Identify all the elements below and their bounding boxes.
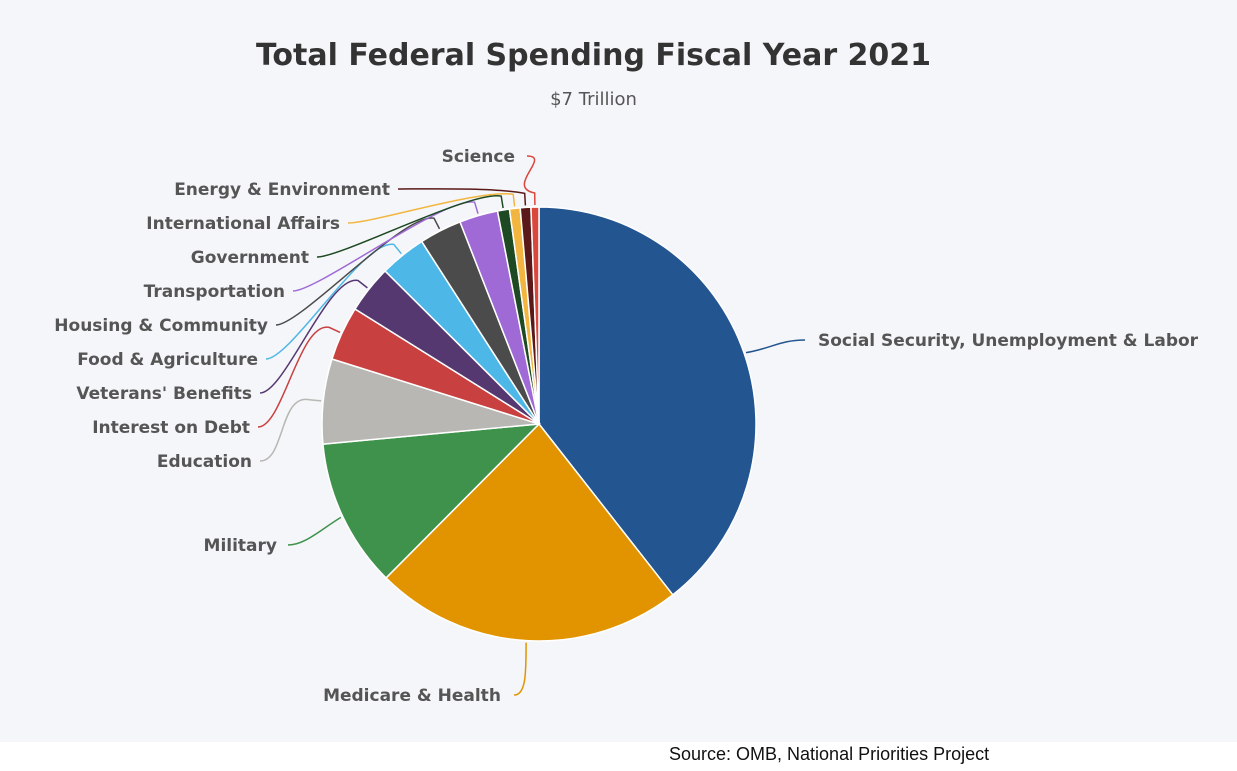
slice-label-veterans-benefits: Veterans' Benefits [76, 384, 252, 404]
source-note: Source: OMB, National Priorities Project [669, 744, 990, 764]
connector-social-security-unemployment-labor [745, 339, 806, 354]
slice-label-food-agriculture: Food & Agriculture [77, 350, 258, 370]
pie-slice-science [530, 206, 540, 425]
slice-label-social-security-unemployment-labor: Social Security, Unemployment & Labor [818, 331, 1199, 351]
pie-chart: Social Security, Unemployment & Labor Med… [54, 147, 1199, 706]
slice-label-science: Science [442, 147, 515, 167]
connector-international-affairs [347, 192, 516, 224]
slice-label-government: Government [191, 248, 309, 268]
slice-label-housing-community: Housing & Community [54, 316, 268, 336]
connector-interest-on-debt [257, 326, 341, 428]
chart-subtitle: $7 Trillion [550, 89, 637, 110]
pie-slice-medicare-health [384, 422, 674, 642]
pie-slice-military [322, 423, 541, 579]
connector-veterans-benefits [259, 279, 368, 394]
pie-slice-social-security-unemployment-labor [538, 206, 757, 596]
slice-label-military: Military [204, 536, 277, 556]
connector-education [259, 398, 322, 462]
chart-title: Total Federal Spending Fiscal Year 2021 [255, 38, 932, 73]
connector-energy-environment [397, 188, 527, 206]
connector-science [523, 155, 536, 206]
slice-label-education: Education [157, 452, 252, 472]
connector-military [287, 516, 342, 546]
slice-label-medicare-health: Medicare & Health [323, 686, 501, 706]
slice-label-interest-on-debt: Interest on Debt [92, 418, 250, 438]
connector-medicare-health [513, 642, 527, 696]
slice-label-international-affairs: International Affairs [146, 214, 340, 234]
slice-label-transportation: Transportation [144, 282, 285, 302]
connector-food-agriculture [265, 243, 402, 360]
connector-government [316, 195, 504, 258]
slice-label-energy-environment: Energy & Environment [174, 180, 390, 200]
chart-area: Total Federal Spending Fiscal Year 2021 … [54, 38, 1199, 706]
